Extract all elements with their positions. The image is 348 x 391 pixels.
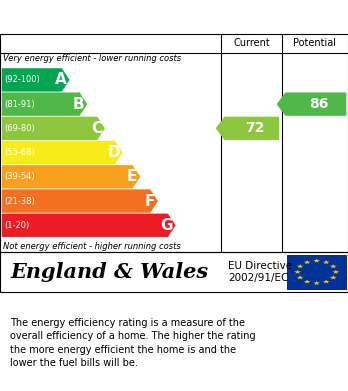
Polygon shape bbox=[330, 264, 337, 268]
Text: The energy efficiency rating is a measure of the
overall efficiency of a home. T: The energy efficiency rating is a measur… bbox=[10, 318, 256, 368]
Text: C: C bbox=[91, 121, 102, 136]
Text: 72: 72 bbox=[246, 121, 265, 135]
Text: Very energy efficient - lower running costs: Very energy efficient - lower running co… bbox=[3, 54, 182, 63]
Text: (1-20): (1-20) bbox=[4, 221, 30, 230]
Bar bbox=[287, 255, 346, 289]
Text: (92-100): (92-100) bbox=[4, 75, 40, 84]
Polygon shape bbox=[323, 280, 330, 283]
Polygon shape bbox=[303, 260, 311, 264]
Polygon shape bbox=[2, 68, 70, 91]
Text: B: B bbox=[73, 97, 85, 112]
Polygon shape bbox=[323, 260, 330, 264]
Polygon shape bbox=[2, 117, 105, 140]
Polygon shape bbox=[303, 280, 311, 283]
Polygon shape bbox=[296, 275, 304, 280]
Text: (21-38): (21-38) bbox=[4, 197, 35, 206]
Polygon shape bbox=[330, 275, 337, 280]
Text: (81-91): (81-91) bbox=[4, 100, 35, 109]
Text: (69-80): (69-80) bbox=[4, 124, 35, 133]
Polygon shape bbox=[313, 258, 320, 263]
Polygon shape bbox=[296, 264, 304, 268]
Text: D: D bbox=[107, 145, 120, 160]
Text: 86: 86 bbox=[310, 97, 329, 111]
Text: F: F bbox=[145, 194, 155, 208]
Text: EU Directive
2002/91/EC: EU Directive 2002/91/EC bbox=[228, 261, 292, 283]
Polygon shape bbox=[2, 189, 158, 213]
Polygon shape bbox=[2, 165, 140, 188]
Text: England & Wales: England & Wales bbox=[10, 262, 208, 282]
Text: (39-54): (39-54) bbox=[4, 172, 35, 181]
Text: A: A bbox=[55, 72, 67, 88]
Text: Current: Current bbox=[233, 38, 270, 48]
Polygon shape bbox=[2, 92, 87, 116]
Text: Potential: Potential bbox=[293, 38, 337, 48]
Text: (55-68): (55-68) bbox=[4, 148, 35, 157]
Polygon shape bbox=[2, 141, 122, 164]
Polygon shape bbox=[2, 213, 176, 237]
Text: Energy Efficiency Rating: Energy Efficiency Rating bbox=[9, 8, 238, 26]
Polygon shape bbox=[216, 117, 279, 140]
Text: Not energy efficient - higher running costs: Not energy efficient - higher running co… bbox=[3, 242, 181, 251]
Text: G: G bbox=[160, 218, 173, 233]
Polygon shape bbox=[313, 281, 320, 285]
Polygon shape bbox=[294, 270, 301, 274]
Polygon shape bbox=[277, 92, 346, 116]
Text: E: E bbox=[127, 169, 137, 184]
Polygon shape bbox=[332, 270, 339, 274]
